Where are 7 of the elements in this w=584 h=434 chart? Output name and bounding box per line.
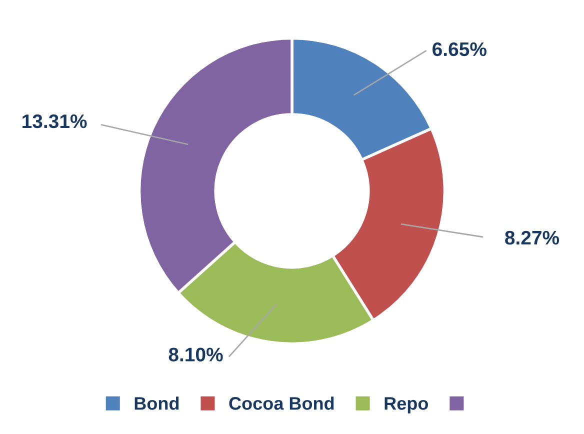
- data-label: 13.31%: [22, 114, 87, 128]
- data-label: 8.10%: [168, 348, 223, 362]
- legend-label: Repo: [384, 397, 428, 414]
- data-label: 8.27%: [505, 230, 560, 245]
- legend-label: Cocoa Bond: [229, 396, 334, 410]
- legend-label: Bond: [134, 396, 179, 410]
- data-label: 6.65%: [432, 42, 486, 56]
